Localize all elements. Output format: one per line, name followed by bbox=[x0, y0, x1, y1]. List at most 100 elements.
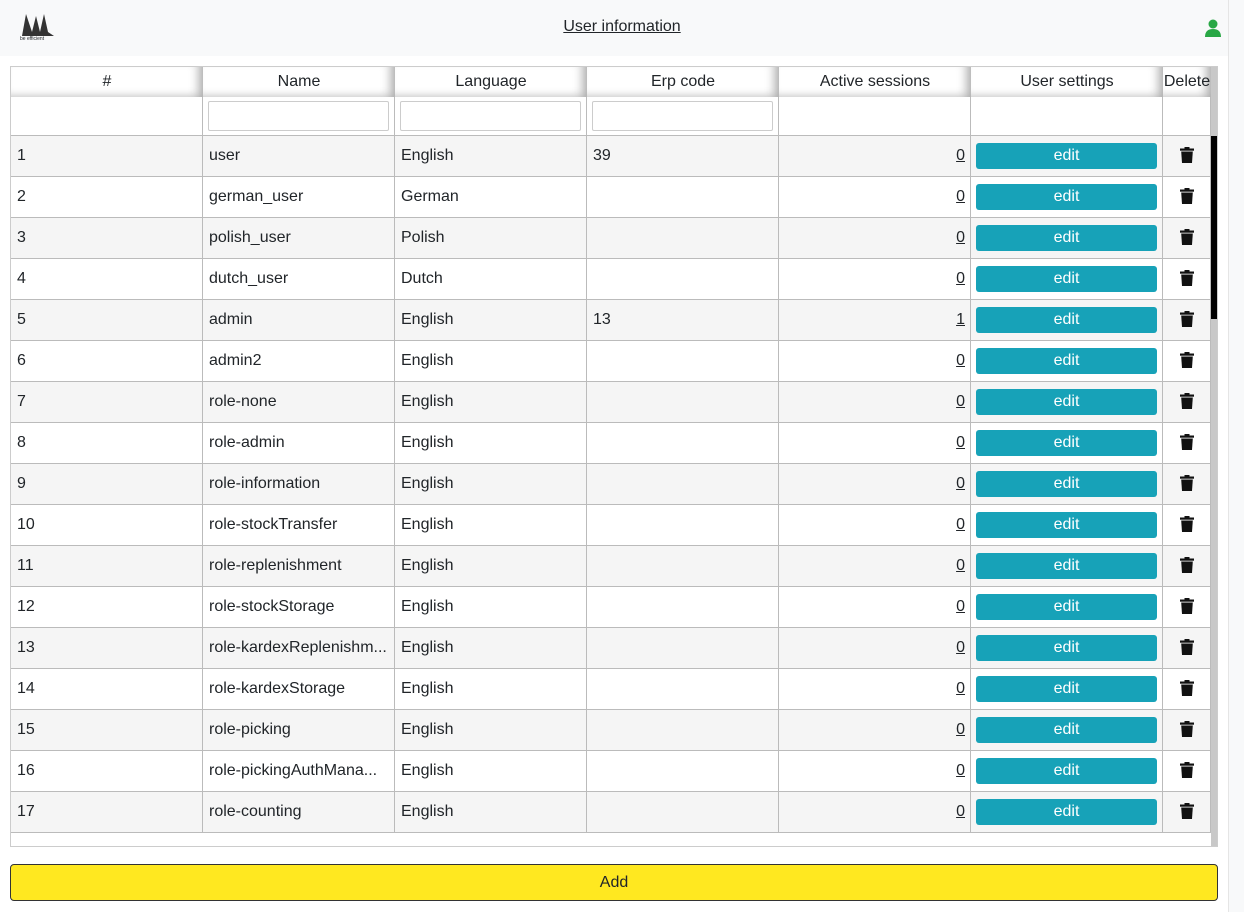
edit-button[interactable]: edit bbox=[976, 307, 1157, 333]
table-cell bbox=[1163, 505, 1211, 545]
edit-button[interactable]: edit bbox=[976, 799, 1157, 825]
row-id: 8 bbox=[17, 434, 26, 451]
table-cell: 0 bbox=[779, 628, 971, 668]
table-cell: English bbox=[395, 546, 587, 586]
edit-button[interactable]: edit bbox=[976, 348, 1157, 374]
table-cell: 0 bbox=[779, 546, 971, 586]
delete-icon[interactable] bbox=[1180, 434, 1194, 450]
session-link[interactable]: 1 bbox=[956, 311, 965, 328]
delete-icon[interactable] bbox=[1180, 270, 1194, 286]
session-link[interactable]: 0 bbox=[956, 270, 965, 287]
delete-icon[interactable] bbox=[1180, 229, 1194, 245]
table-cell bbox=[1163, 546, 1211, 586]
table-cell: edit bbox=[971, 669, 1163, 709]
edit-button[interactable]: edit bbox=[976, 635, 1157, 661]
session-link[interactable]: 0 bbox=[956, 680, 965, 697]
add-button[interactable]: Add bbox=[10, 864, 1218, 901]
cell-text: Dutch bbox=[401, 270, 443, 287]
cell-text: role-stockTransfer bbox=[209, 516, 338, 533]
edit-button[interactable]: edit bbox=[976, 676, 1157, 702]
session-link[interactable]: 0 bbox=[956, 229, 965, 246]
session-link[interactable]: 0 bbox=[956, 188, 965, 205]
session-link[interactable]: 0 bbox=[956, 803, 965, 820]
column-header[interactable]: Name bbox=[203, 67, 395, 97]
edit-button[interactable]: edit bbox=[976, 758, 1157, 784]
column-header[interactable]: Active sessions bbox=[779, 67, 971, 97]
column-header[interactable]: # bbox=[11, 67, 203, 97]
column-header[interactable]: Delete bbox=[1163, 67, 1211, 97]
edit-button[interactable]: edit bbox=[976, 389, 1157, 415]
session-link[interactable]: 0 bbox=[956, 762, 965, 779]
row-id: 11 bbox=[17, 557, 34, 574]
delete-icon[interactable] bbox=[1180, 762, 1194, 778]
delete-icon[interactable] bbox=[1180, 311, 1194, 327]
table-row: 4 dutch_user Dutch 0 edit bbox=[11, 259, 1211, 300]
filter-input[interactable] bbox=[208, 101, 389, 131]
column-header[interactable]: User settings bbox=[971, 67, 1163, 97]
delete-icon[interactable] bbox=[1180, 393, 1194, 409]
table-cell bbox=[1163, 587, 1211, 627]
table-cell: 3 bbox=[11, 218, 203, 258]
session-link[interactable]: 0 bbox=[956, 598, 965, 615]
cell-text: user bbox=[209, 147, 241, 164]
table-cell: 39 bbox=[587, 136, 779, 176]
page-title[interactable]: User information bbox=[563, 18, 681, 35]
row-id: 2 bbox=[17, 188, 26, 205]
edit-button[interactable]: edit bbox=[976, 266, 1157, 292]
column-header[interactable]: Language bbox=[395, 67, 587, 97]
edit-button[interactable]: edit bbox=[976, 512, 1157, 538]
session-link[interactable]: 0 bbox=[956, 639, 965, 656]
delete-icon[interactable] bbox=[1180, 803, 1194, 819]
table-cell: role-picking bbox=[203, 710, 395, 750]
session-link[interactable]: 0 bbox=[956, 352, 965, 369]
cell-text: admin bbox=[209, 311, 253, 328]
filter-input[interactable] bbox=[592, 101, 773, 131]
session-link[interactable]: 0 bbox=[956, 147, 965, 164]
session-link[interactable]: 0 bbox=[956, 475, 965, 492]
delete-icon[interactable] bbox=[1180, 639, 1194, 655]
delete-icon[interactable] bbox=[1180, 721, 1194, 737]
session-link[interactable]: 0 bbox=[956, 434, 965, 451]
column-header[interactable]: Erp code bbox=[587, 67, 779, 97]
edit-button[interactable]: edit bbox=[976, 594, 1157, 620]
cell-text: role-picking bbox=[209, 721, 291, 738]
delete-icon[interactable] bbox=[1180, 598, 1194, 614]
table-cell bbox=[587, 710, 779, 750]
edit-button[interactable]: edit bbox=[976, 717, 1157, 743]
scroll-thumb[interactable] bbox=[1211, 136, 1217, 319]
edit-button[interactable]: edit bbox=[976, 225, 1157, 251]
cell-text: German bbox=[401, 188, 459, 205]
edit-button[interactable]: edit bbox=[976, 143, 1157, 169]
delete-icon[interactable] bbox=[1180, 680, 1194, 696]
session-link[interactable]: 0 bbox=[956, 393, 965, 410]
table-row: 13 role-kardexReplenishm... English 0 edit bbox=[11, 628, 1211, 669]
filter-cell bbox=[779, 97, 971, 136]
table-cell: role-stockStorage bbox=[203, 587, 395, 627]
table-cell: English bbox=[395, 505, 587, 545]
table-cell: edit bbox=[971, 628, 1163, 668]
user-icon[interactable] bbox=[1205, 19, 1221, 37]
table-cell: English bbox=[395, 751, 587, 791]
delete-icon[interactable] bbox=[1180, 352, 1194, 368]
table-row: 12 role-stockStorage English 0 edit bbox=[11, 587, 1211, 628]
edit-button[interactable]: edit bbox=[976, 430, 1157, 456]
cell-text: 39 bbox=[593, 147, 611, 164]
delete-icon[interactable] bbox=[1180, 147, 1194, 163]
logo[interactable] bbox=[18, 10, 58, 44]
delete-icon[interactable] bbox=[1180, 516, 1194, 532]
session-link[interactable]: 0 bbox=[956, 516, 965, 533]
cell-text: English bbox=[401, 557, 454, 574]
table-cell bbox=[1163, 300, 1211, 340]
edit-button[interactable]: edit bbox=[976, 471, 1157, 497]
edit-button[interactable]: edit bbox=[976, 553, 1157, 579]
edit-button[interactable]: edit bbox=[976, 184, 1157, 210]
table-cell bbox=[1163, 218, 1211, 258]
delete-icon[interactable] bbox=[1180, 475, 1194, 491]
session-link[interactable]: 0 bbox=[956, 557, 965, 574]
delete-icon[interactable] bbox=[1180, 188, 1194, 204]
table-cell: 4 bbox=[11, 259, 203, 299]
session-link[interactable]: 0 bbox=[956, 721, 965, 738]
table-cell: English bbox=[395, 710, 587, 750]
filter-input[interactable] bbox=[400, 101, 581, 131]
delete-icon[interactable] bbox=[1180, 557, 1194, 573]
